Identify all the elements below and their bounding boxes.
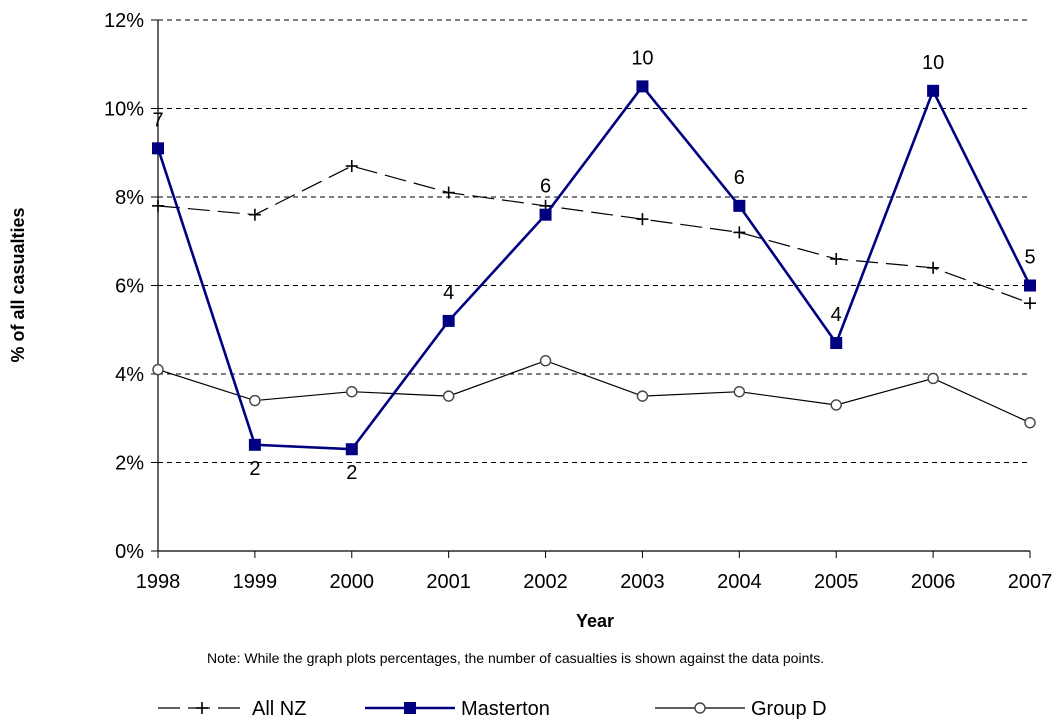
series-point-all-nz <box>927 261 940 274</box>
series-point-all-nz <box>830 252 843 265</box>
legend-item: Group D <box>655 698 827 720</box>
x-tick-label: 2000 <box>330 571 375 593</box>
legend-item: Masterton <box>365 698 550 720</box>
series-line-all-nz <box>157 165 1031 304</box>
y-tick-labels: 0% 2% 4% 6% 8% 10% 12% <box>104 10 144 563</box>
x-tick-label: 2006 <box>911 571 956 593</box>
y-axis-label: % of all casualties <box>8 207 28 362</box>
series-point-all-nz <box>345 160 358 173</box>
series-point-all-nz <box>636 213 649 226</box>
data-label: 6 <box>734 167 745 189</box>
y-tick-label: 12% <box>104 10 144 32</box>
data-label: 10 <box>922 52 944 74</box>
x-tick-label: 2001 <box>426 571 471 593</box>
x-tick-label: 2004 <box>717 571 762 593</box>
data-label: 6 <box>540 176 551 198</box>
axes <box>151 19 1031 558</box>
series-point-masterton <box>636 80 649 93</box>
series-point-group-d <box>539 355 552 367</box>
data-labels: 7 2 2 4 6 10 6 4 10 5 <box>152 47 1035 484</box>
series-point-masterton <box>1024 279 1036 292</box>
series-point-all-nz <box>248 208 261 221</box>
series-point-masterton <box>830 337 843 350</box>
x-tick-label: 2002 <box>523 571 568 593</box>
y-tick-label: 8% <box>115 187 144 209</box>
data-label: 5 <box>1024 247 1035 269</box>
legend-label: Masterton <box>461 698 550 720</box>
series-point-group-d <box>152 363 164 376</box>
chart-note: Note: While the graph plots percentages,… <box>207 650 824 666</box>
legend-marker <box>694 702 706 714</box>
data-label: 10 <box>631 47 653 69</box>
data-label: 4 <box>831 304 842 326</box>
x-tick-label: 1998 <box>136 571 181 593</box>
series-point-group-d <box>346 386 358 398</box>
series-point-group-d <box>927 372 939 385</box>
data-label: 2 <box>346 462 357 484</box>
series-point-masterton <box>442 314 455 327</box>
series-line-masterton <box>156 84 1032 451</box>
y-tick-label: 6% <box>115 276 144 298</box>
legend: All NZ Masterton Group D <box>158 698 827 720</box>
x-tick-label: 2007 <box>1008 571 1053 593</box>
series-point-group-d <box>249 394 261 407</box>
legend-item: All NZ <box>158 698 306 720</box>
legend-label: Group D <box>751 698 827 720</box>
legend-marker <box>196 702 208 714</box>
data-label: 2 <box>249 458 260 480</box>
series-point-masterton <box>345 443 358 456</box>
x-tick-labels: 1998 1999 2000 2001 2002 2003 2004 2005 2006 2007 <box>136 571 1053 593</box>
series-point-all-nz <box>1024 297 1036 310</box>
x-tick-label: 2005 <box>814 571 859 593</box>
series-point-all-nz <box>733 226 746 239</box>
y-tick-label: 0% <box>115 541 144 563</box>
series-point-group-d <box>636 390 649 402</box>
y-tick-label: 4% <box>115 364 144 386</box>
x-tick-label: 1999 <box>233 571 278 593</box>
y-tick-label: 2% <box>115 453 144 475</box>
series-point-group-d <box>442 390 455 402</box>
series-point-group-d <box>733 386 746 398</box>
series-point-masterton <box>927 84 940 97</box>
x-tick-label: 2003 <box>620 571 665 593</box>
series-point-masterton <box>539 208 552 221</box>
data-label: 7 <box>152 109 163 131</box>
series-point-all-nz <box>442 186 455 199</box>
data-label: 4 <box>443 282 454 304</box>
gridlines <box>158 19 1030 463</box>
x-axis-label: Year <box>576 611 614 631</box>
y-tick-label: 10% <box>104 99 144 121</box>
series-point-masterton <box>733 199 746 212</box>
series-point-all-nz <box>152 199 164 212</box>
series-point-masterton <box>152 142 164 155</box>
legend-marker <box>404 702 416 714</box>
series-layer <box>152 80 1036 456</box>
series-point-group-d <box>830 399 842 411</box>
series-point-group-d <box>1024 416 1036 429</box>
legend-label: All NZ <box>252 698 306 720</box>
series-line-group-d <box>157 360 1031 424</box>
series-point-masterton <box>248 438 261 451</box>
